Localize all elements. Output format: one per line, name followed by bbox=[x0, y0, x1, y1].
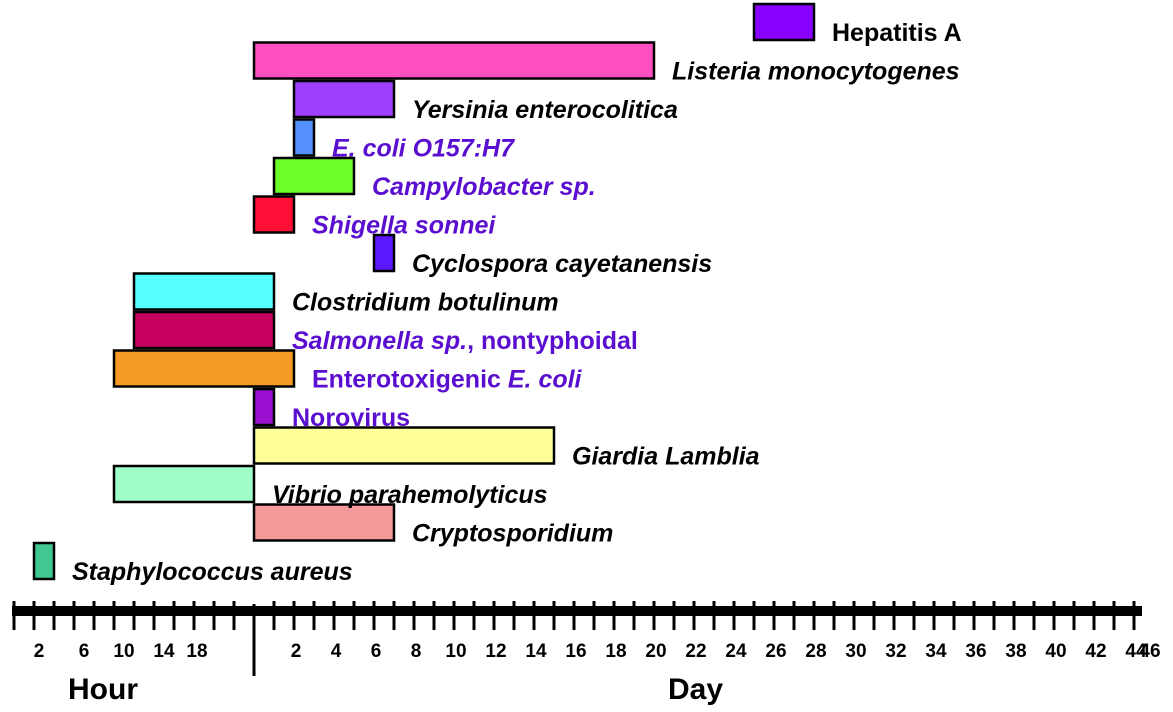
label-e-coli-o157-h7: E. coli O157:H7 bbox=[332, 135, 515, 163]
label-cryptosporidium: Cryptosporidium bbox=[412, 520, 613, 548]
day-tick-label: 8 bbox=[411, 641, 422, 662]
day-tick-label: 36 bbox=[965, 641, 986, 662]
day-tick-label: 20 bbox=[645, 641, 666, 662]
hour-tick-label: 14 bbox=[153, 641, 175, 662]
bar-cyclospora-cayetanensis bbox=[372, 233, 396, 273]
hour-tick-label: 6 bbox=[79, 641, 90, 662]
label-clostridium-botulinum: Clostridium botulinum bbox=[292, 289, 559, 317]
hour-tick-label: 10 bbox=[113, 641, 134, 662]
day-tick-label: 34 bbox=[925, 641, 947, 662]
label-enterotoxigenic-e-coli: Enterotoxigenic E. coli bbox=[312, 366, 583, 394]
day-tick-label: 2 bbox=[291, 641, 302, 662]
bar-norovirus bbox=[252, 387, 276, 427]
day-tick-label: 46 bbox=[1139, 641, 1160, 662]
day-axis-title: Day bbox=[668, 673, 723, 706]
day-tick-label: 28 bbox=[805, 641, 826, 662]
bar-enterotoxigenic-e-coli bbox=[112, 349, 296, 388]
x-axis-ticks bbox=[12, 601, 1136, 630]
day-tick-label: 16 bbox=[565, 641, 586, 662]
day-tick-label: 24 bbox=[725, 641, 747, 662]
label-vibrio-parahemolyticus: Vibrio parahemolyticus bbox=[272, 481, 548, 509]
day-tick-label: 12 bbox=[485, 641, 506, 662]
bar-vibrio-parahemolyticus bbox=[112, 464, 256, 504]
day-tick-label: 44 bbox=[1125, 641, 1147, 662]
day-tick-label: 38 bbox=[1005, 641, 1026, 662]
bars-layer bbox=[32, 2, 816, 581]
label-campylobacter-sp: Campylobacter sp. bbox=[372, 173, 596, 201]
label-hepatitis-a: Hepatitis A bbox=[832, 19, 962, 47]
hour-tick-label: 2 bbox=[34, 641, 45, 662]
day-tick-label: 10 bbox=[445, 641, 466, 662]
bar-labels-layer: Hepatitis A Listeria monocytogenes Yersini… bbox=[72, 19, 962, 586]
day-tick-label: 32 bbox=[885, 641, 906, 662]
label-yersinia-enterocolitica: Yersinia enterocolitica bbox=[412, 96, 678, 124]
bar-listeria-monocytogenes bbox=[252, 41, 656, 80]
hour-axis-title: Hour bbox=[68, 673, 138, 706]
bar-campylobacter-sp bbox=[272, 156, 356, 196]
hour-tick-label: 18 bbox=[186, 641, 207, 662]
label-listeria-monocytogenes: Listeria monocytogenes bbox=[672, 58, 960, 86]
day-tick-label: 26 bbox=[765, 641, 786, 662]
bar-yersinia-enterocolitica bbox=[292, 79, 396, 119]
x-axis-baseline bbox=[12, 606, 1142, 616]
day-tick-label: 6 bbox=[371, 641, 382, 662]
bar-staphylococcus-aureus bbox=[32, 541, 56, 581]
day-tick-label: 22 bbox=[685, 641, 706, 662]
day-tick-label: 30 bbox=[845, 641, 866, 662]
bar-giardia-lamblia bbox=[252, 426, 556, 465]
bar-cryptosporidium bbox=[252, 503, 396, 542]
bar-hepatitis-a bbox=[752, 2, 816, 42]
day-tick-label: 14 bbox=[525, 641, 547, 662]
label-norovirus: Norovirus bbox=[292, 404, 410, 432]
day-tick-label: 42 bbox=[1085, 641, 1106, 662]
bar-salmonella-sp-nontyphoidal bbox=[132, 310, 276, 350]
x-axis: 2 6 10 14 18 2 4 6 8 10 12 14 16 18 20 22 24 26 28 30 32 34 36… bbox=[12, 601, 1161, 706]
bar-clostridium-botulinum bbox=[132, 272, 276, 311]
bar-e-coli-o157-h7 bbox=[292, 118, 316, 157]
label-shigella-sonnei: Shigella sonnei bbox=[312, 212, 496, 240]
label-staphylococcus-aureus: Staphylococcus aureus bbox=[72, 558, 353, 586]
day-tick-label: 4 bbox=[331, 641, 342, 662]
label-giardia-lamblia: Giardia Lamblia bbox=[572, 443, 760, 471]
label-cyclospora-cayetanensis: Cyclospora cayetanensis bbox=[412, 250, 712, 278]
x-axis-tick-labels: 2 6 10 14 18 2 4 6 8 10 12 14 16 18 20 22 24 26 28 30 32 34 36… bbox=[34, 641, 1161, 662]
day-tick-label: 18 bbox=[605, 641, 626, 662]
day-tick-label: 40 bbox=[1045, 641, 1066, 662]
bar-shigella-sonnei bbox=[252, 195, 296, 234]
label-salmonella-sp-nontyphoidal: Salmonella sp., nontyphoidal bbox=[292, 327, 638, 355]
